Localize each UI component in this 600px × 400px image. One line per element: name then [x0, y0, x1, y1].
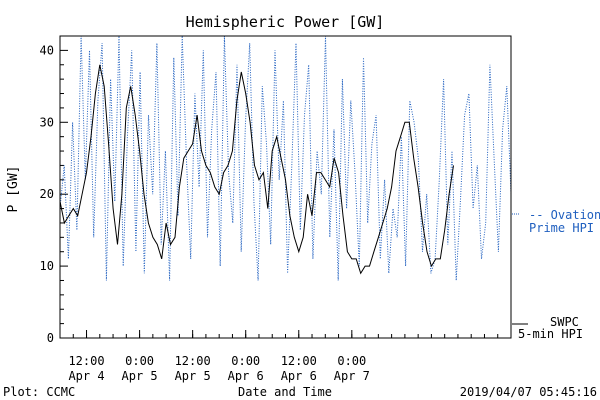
- x-tick-label-time: 0:00: [337, 354, 366, 368]
- x-tick-label-date: Apr 7: [334, 369, 370, 383]
- x-tick-label-time: 0:00: [231, 354, 260, 368]
- x-tick-label-date: Apr 5: [122, 369, 158, 383]
- x-tick-label-time: 12:00: [175, 354, 211, 368]
- legend-ovation-line2: Prime HPI: [529, 221, 594, 235]
- series-line-ovation: [59, 35, 512, 281]
- footer-timestamp: 2019/04/07 05:45:16: [460, 385, 597, 399]
- y-tick-label: 20: [40, 187, 54, 201]
- x-axis-label: Date and Time: [238, 385, 332, 399]
- x-tick-label-time: 12:00: [281, 354, 317, 368]
- y-tick-label: 30: [40, 115, 54, 129]
- legend-ovation-line1: -- Ovation: [529, 208, 600, 222]
- series-layer: [59, 35, 512, 281]
- legend-ovation: -- Ovation Prime HPI: [512, 208, 600, 235]
- y-axis-label: P [GW]: [6, 166, 21, 213]
- chart-title: Hemispheric Power [GW]: [186, 13, 385, 31]
- x-tick-label-time: 0:00: [125, 354, 154, 368]
- series-line-swpc: [59, 64, 454, 275]
- plot-frame: [59, 35, 512, 339]
- legend-swpc: SWPC 5-min HPI: [512, 315, 583, 341]
- x-tick-label-date: Apr 6: [281, 369, 317, 383]
- legend-swpc-line2: 5-min HPI: [518, 327, 583, 341]
- y-tick-label: 10: [40, 259, 54, 273]
- footer-plot-credit: Plot: CCMC: [3, 385, 75, 399]
- x-tick-label-date: Apr 5: [175, 369, 211, 383]
- x-tick-label-time: 12:00: [68, 354, 104, 368]
- y-tick-label: 40: [40, 43, 54, 57]
- y-tick-label: 0: [47, 331, 54, 345]
- x-tick-label-date: Apr 4: [68, 369, 104, 383]
- x-tick-label-date: Apr 6: [228, 369, 264, 383]
- legend-swpc-line1: SWPC: [550, 315, 579, 329]
